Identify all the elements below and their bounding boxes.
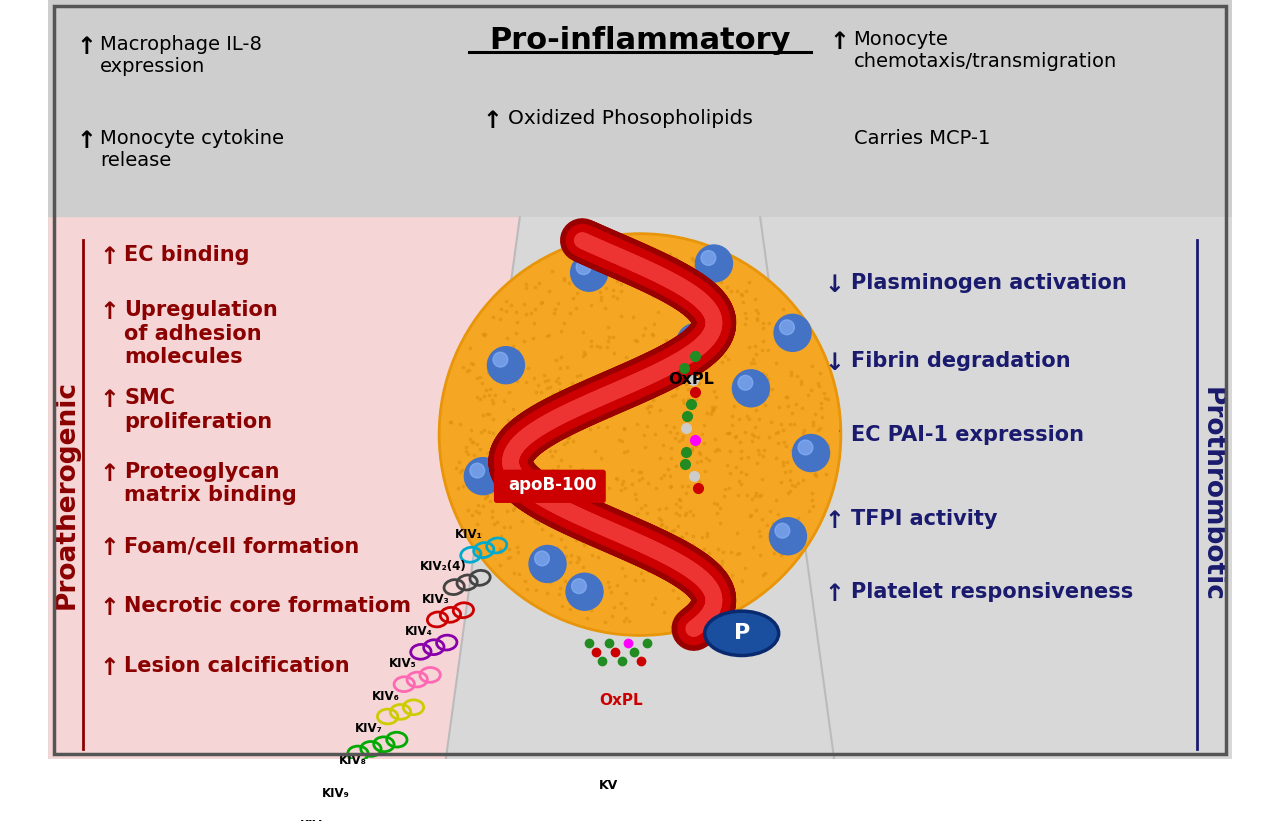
Circle shape [792, 434, 829, 471]
Polygon shape [49, 218, 520, 759]
Text: ↑: ↑ [99, 300, 119, 324]
Ellipse shape [705, 611, 778, 655]
Text: P: P [733, 623, 750, 644]
Circle shape [439, 233, 841, 636]
Text: TFPI activity: TFPI activity [851, 508, 997, 529]
Text: Proatherogenic: Proatherogenic [54, 380, 79, 609]
Text: ↑: ↑ [824, 425, 845, 449]
Text: ↑: ↑ [824, 582, 845, 607]
Text: KV: KV [598, 779, 618, 792]
Text: Oxidized Phosopholipids: Oxidized Phosopholipids [508, 109, 753, 128]
Text: ↓: ↓ [824, 351, 845, 375]
Text: apoB-100: apoB-100 [508, 476, 596, 494]
Text: ↑: ↑ [99, 536, 119, 560]
Text: Macrophage IL-8
expression: Macrophage IL-8 expression [100, 35, 262, 76]
Text: Lesion calcification: Lesion calcification [124, 657, 349, 677]
Text: ↑: ↑ [99, 462, 119, 486]
Circle shape [470, 463, 485, 478]
Text: Platelet responsiveness: Platelet responsiveness [851, 582, 1133, 603]
Circle shape [774, 314, 812, 351]
Text: KIV₄: KIV₄ [404, 625, 433, 638]
Text: KIV₇: KIV₇ [356, 722, 383, 735]
Bar [49, 218, 1231, 759]
Text: Monocyte cytokine
release: Monocyte cytokine release [100, 130, 284, 171]
Text: ↑: ↑ [483, 109, 503, 133]
Text: SMC
proliferation: SMC proliferation [124, 388, 273, 432]
Text: Foam/cell formation: Foam/cell formation [124, 536, 360, 557]
Circle shape [493, 352, 508, 367]
Circle shape [701, 250, 716, 265]
Text: Prothrombotic: Prothrombotic [1198, 388, 1225, 602]
Text: ↓: ↓ [824, 273, 845, 296]
Text: EC PAI-1 expression: EC PAI-1 expression [851, 425, 1084, 445]
Text: ↑: ↑ [99, 245, 119, 269]
FancyBboxPatch shape [494, 470, 605, 503]
Text: KIV₉: KIV₉ [321, 787, 349, 800]
Polygon shape [760, 218, 1231, 759]
Text: OxPL: OxPL [668, 372, 714, 387]
Circle shape [465, 457, 502, 494]
Text: KIV₈: KIV₈ [338, 754, 366, 768]
Text: OxPL: OxPL [600, 694, 644, 709]
Text: Proteoglycan
matrix binding: Proteoglycan matrix binding [124, 462, 297, 506]
Circle shape [682, 329, 698, 344]
Text: Fibrin degradation: Fibrin degradation [851, 351, 1070, 371]
Text: KIV₁₀: KIV₁₀ [300, 819, 333, 821]
Text: Pro-inflammatory: Pro-inflammatory [489, 26, 791, 55]
Circle shape [488, 346, 525, 383]
Circle shape [780, 320, 795, 335]
Circle shape [677, 323, 714, 360]
Text: KIV₅: KIV₅ [389, 658, 416, 670]
Circle shape [769, 518, 806, 555]
Text: EC binding: EC binding [124, 245, 250, 265]
Text: ↑: ↑ [99, 596, 119, 621]
Text: Upregulation
of adhesion
molecules: Upregulation of adhesion molecules [124, 300, 278, 367]
Text: ↑: ↑ [99, 657, 119, 681]
Circle shape [695, 245, 732, 282]
Circle shape [739, 375, 753, 390]
Circle shape [442, 236, 838, 633]
Text: ↑: ↑ [76, 35, 96, 59]
Text: KIV₂(4): KIV₂(4) [420, 560, 466, 573]
Circle shape [576, 259, 591, 274]
Bar [49, 0, 1231, 218]
Text: KIV₆: KIV₆ [371, 690, 399, 703]
Circle shape [572, 579, 586, 594]
Text: Plasminogen activation: Plasminogen activation [851, 273, 1126, 293]
Circle shape [774, 523, 790, 538]
Circle shape [535, 551, 549, 566]
Circle shape [571, 255, 608, 291]
Circle shape [799, 440, 813, 455]
Text: KIV₃: KIV₃ [422, 593, 449, 606]
Text: ↑: ↑ [829, 30, 850, 53]
Circle shape [732, 369, 769, 406]
Text: ↑: ↑ [99, 388, 119, 412]
Circle shape [529, 545, 566, 582]
Text: ↑: ↑ [824, 508, 845, 533]
Text: Necrotic core formatiom: Necrotic core formatiom [124, 596, 411, 617]
Circle shape [566, 573, 603, 610]
Text: KIV₁: KIV₁ [456, 528, 483, 541]
Text: Monocyte
chemotaxis/transmigration: Monocyte chemotaxis/transmigration [854, 30, 1117, 71]
Text: Carries MCP-1: Carries MCP-1 [854, 130, 989, 149]
Text: ↑: ↑ [76, 130, 96, 154]
